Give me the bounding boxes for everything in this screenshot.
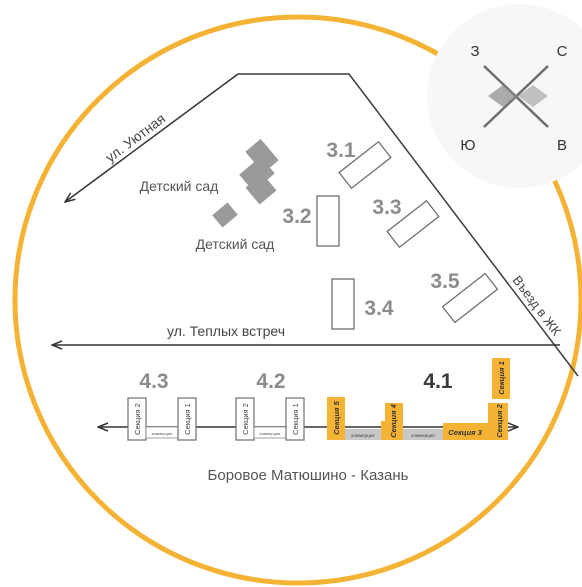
district-boundary-circle <box>12 14 582 586</box>
section-1-label: Секция 1 <box>291 403 300 435</box>
uyutnaya-street-line <box>65 73 239 202</box>
building-3-1 <box>338 140 392 190</box>
kindergarten-label-2: Детский сад <box>196 236 275 252</box>
kindergarten-building-1 <box>239 138 279 205</box>
building-4-2-label: 4.2 <box>256 370 285 393</box>
section-4-label: Секция 4 <box>389 403 398 437</box>
road-label: Боровое Матюшино - Казань <box>208 467 409 484</box>
uyutnaya-street-label: ул. Уютная <box>102 110 168 165</box>
building-3-4-label: 3.4 <box>364 297 394 320</box>
section-5-label: Секция 5 <box>332 400 341 434</box>
building-3-2 <box>316 195 340 247</box>
section-3-label: Секция 3 <box>448 428 482 437</box>
site-boundary-top <box>238 73 579 377</box>
building-3-5-label: 3.5 <box>430 270 460 293</box>
building-3-3-label: 3.3 <box>372 196 401 219</box>
commerce-label: коммерция <box>351 433 375 438</box>
building-3-3 <box>386 199 440 249</box>
compass-south: Ю <box>460 137 475 154</box>
entrance-label: Въезд в ЖК <box>510 273 565 339</box>
building-4-1-label: 4.1 <box>423 370 453 393</box>
building-3-1-label: 3.1 <box>326 139 356 162</box>
teplykh-street-label: ул. Теплых встреч <box>167 323 285 339</box>
section-1-label: Секция 1 <box>497 361 506 395</box>
building-3-4 <box>331 278 355 330</box>
compass: З С Ю В <box>427 4 582 188</box>
building-4-1: Секция 5 коммерция Секция 4 коммерция Се… <box>327 358 510 440</box>
section-2-label: Секция 2 <box>133 403 142 435</box>
building-4-3-label: 4.3 <box>139 370 168 393</box>
kindergarten-building-2 <box>212 202 238 228</box>
building-3-2-label: 3.2 <box>282 205 311 228</box>
section-1-label: Секция 1 <box>183 403 192 435</box>
building-4-2: Секция 2 коммерция Секция 1 <box>235 397 305 441</box>
section-2-label: Секция 2 <box>241 403 250 435</box>
commerce-label: коммерция <box>260 431 281 436</box>
building-4-3: Секция 2 коммерция Секция 1 <box>127 397 197 441</box>
section-2-label: Секция 2 <box>495 403 504 437</box>
building-3-5 <box>441 272 499 324</box>
compass-north: С <box>557 43 568 60</box>
commerce-label: коммерция <box>411 433 435 438</box>
kindergarten-label-1: Детский сад <box>140 178 219 194</box>
compass-east: В <box>557 137 567 154</box>
commerce-label: коммерция <box>152 431 173 436</box>
compass-west: З <box>470 43 479 60</box>
